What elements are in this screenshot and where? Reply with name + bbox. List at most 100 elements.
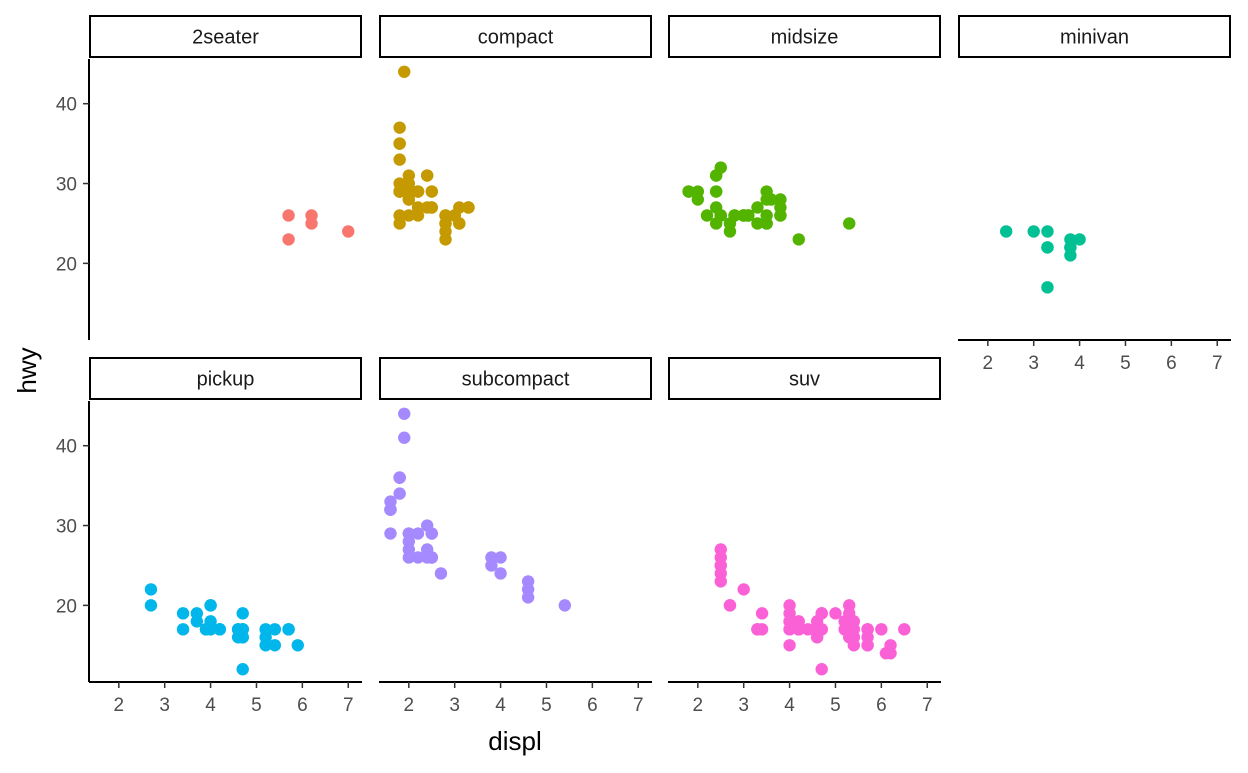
data-point-compact xyxy=(393,121,406,134)
data-point-midsize xyxy=(792,233,805,246)
data-point-minivan xyxy=(999,225,1013,238)
data-point-suv xyxy=(861,631,874,644)
facet-label-midsize: midsize xyxy=(771,27,839,49)
x-tick-label: 5 xyxy=(1120,353,1131,374)
data-point-midsize xyxy=(751,201,764,214)
data-point-subcompact xyxy=(411,551,425,564)
facet-label-compact: compact xyxy=(478,27,554,49)
data-point-suv xyxy=(755,607,769,620)
x-tick-label: 3 xyxy=(159,695,170,716)
data-point-pickup xyxy=(213,623,226,636)
data-point-suv xyxy=(792,615,805,628)
data-point-subcompact xyxy=(384,527,397,540)
data-point-subcompact xyxy=(521,575,535,588)
facet-strip-pickup xyxy=(89,357,362,400)
facet-strip-midsize xyxy=(668,15,941,58)
x-tick-label: 7 xyxy=(633,695,644,716)
data-point-suv xyxy=(751,623,764,636)
data-point-suv xyxy=(801,623,815,636)
data-point-suv xyxy=(815,607,828,620)
data-point-subcompact xyxy=(402,543,416,556)
data-point-subcompact xyxy=(393,471,406,484)
data-point-compact xyxy=(402,193,416,206)
data-point-subcompact xyxy=(485,559,498,572)
facet-strip-suv xyxy=(668,357,941,400)
x-tick-label: 6 xyxy=(1166,353,1177,374)
data-point-subcompact xyxy=(393,487,406,500)
data-point-suv xyxy=(879,647,893,660)
y-tick-label: 40 xyxy=(56,95,77,116)
x-tick-label: 4 xyxy=(1074,353,1085,374)
data-point-subcompact xyxy=(402,527,416,540)
data-point-subcompact xyxy=(425,551,438,564)
x-tick-label: 4 xyxy=(205,695,216,716)
data-point-midsize xyxy=(723,225,737,238)
data-point-suv xyxy=(843,607,856,620)
data-point-suv xyxy=(737,583,750,596)
y-tick-label: 40 xyxy=(56,437,77,458)
x-tick-label: 7 xyxy=(343,695,354,716)
data-point-suv xyxy=(714,575,727,588)
data-point-minivan xyxy=(1027,225,1040,238)
data-point-subcompact xyxy=(494,567,507,580)
data-point-compact xyxy=(448,209,461,222)
data-point-midsize xyxy=(760,209,773,222)
data-point-compact xyxy=(402,209,416,222)
x-tick-label: 2 xyxy=(693,695,704,716)
data-point-midsize xyxy=(691,185,705,198)
y-axis-title: hwy xyxy=(12,347,42,393)
data-point-subcompact xyxy=(411,527,425,540)
data-point-compact xyxy=(462,201,475,214)
data-point-subcompact xyxy=(558,599,572,612)
data-point-midsize xyxy=(700,209,714,222)
data-point-suv xyxy=(714,551,727,564)
x-tick-label: 6 xyxy=(297,695,308,716)
data-point-suv xyxy=(838,623,851,636)
x-axis-title: displ xyxy=(488,726,541,756)
data-point-minivan xyxy=(1064,241,1077,254)
data-point-minivan xyxy=(1041,281,1054,294)
data-point-compact xyxy=(411,209,425,222)
x-tick-label: 3 xyxy=(449,695,460,716)
data-point-compact xyxy=(420,169,434,182)
data-point-pickup xyxy=(282,623,295,636)
x-tick-label: 6 xyxy=(876,695,887,716)
x-tick-label: 3 xyxy=(738,695,749,716)
facet-label-2seater: 2seater xyxy=(192,27,259,49)
data-point-suv xyxy=(898,623,911,636)
data-point-suv xyxy=(783,607,796,620)
x-tick-label: 2 xyxy=(404,695,415,716)
data-point-suv xyxy=(829,607,842,620)
data-point-subcompact xyxy=(398,431,411,444)
data-point-suv xyxy=(783,639,796,652)
data-point-pickup xyxy=(259,631,272,644)
y-tick-label: 20 xyxy=(56,596,77,617)
data-point-midsize xyxy=(737,209,750,222)
x-tick-label: 4 xyxy=(784,695,795,716)
data-point-pickup xyxy=(176,607,190,620)
facet-strip-2seater xyxy=(89,15,362,58)
data-point-pickup xyxy=(204,599,217,612)
data-point-midsize xyxy=(774,209,787,222)
data-point-pickup xyxy=(190,615,204,628)
facet-label-suv: suv xyxy=(789,369,820,391)
x-tick-label: 3 xyxy=(1028,353,1039,374)
data-point-pickup xyxy=(144,583,158,596)
x-tick-label: 5 xyxy=(541,695,552,716)
data-point-pickup xyxy=(291,639,304,652)
data-point-midsize xyxy=(714,209,727,222)
data-point-pickup xyxy=(144,599,158,612)
facet-label-minivan: minivan xyxy=(1060,27,1129,49)
data-point-compact xyxy=(439,225,452,238)
data-point-compact xyxy=(425,185,438,198)
data-point-compact xyxy=(393,217,406,230)
x-tick-label: 4 xyxy=(495,695,506,716)
x-tick-label: 7 xyxy=(922,695,933,716)
data-point-subcompact xyxy=(434,567,448,580)
data-point-midsize xyxy=(760,193,773,206)
y-tick-label: 30 xyxy=(56,517,77,538)
y-tick-label: 20 xyxy=(56,254,77,275)
data-point-minivan xyxy=(1041,241,1054,254)
